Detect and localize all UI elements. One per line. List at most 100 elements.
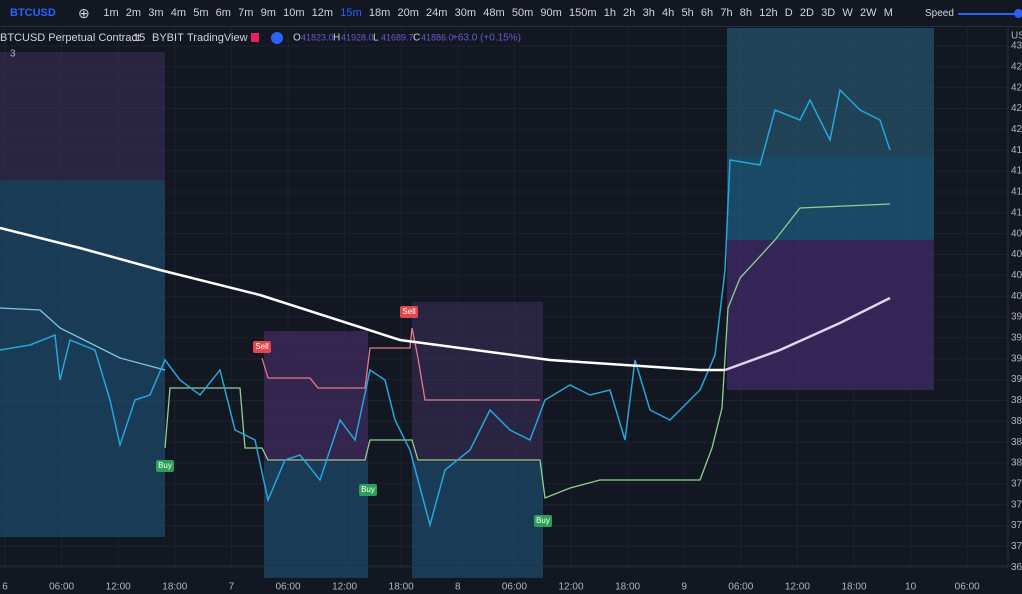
interval-button[interactable]: 24m bbox=[426, 7, 448, 19]
replay-button[interactable] bbox=[271, 32, 283, 44]
interval-button[interactable]: 18m bbox=[368, 7, 391, 19]
interval-button[interactable]: 10m bbox=[283, 7, 305, 19]
price-label: 415 bbox=[1011, 166, 1022, 177]
price-label: 400 bbox=[1011, 291, 1022, 302]
signal-label: Sell bbox=[255, 342, 269, 351]
interval-button[interactable]: 3D bbox=[821, 7, 836, 19]
interval-button[interactable]: 6h bbox=[700, 7, 714, 19]
price-label: 395 bbox=[1011, 333, 1022, 344]
interval-button[interactable]: 7m bbox=[238, 7, 254, 19]
time-label: 12:00 bbox=[106, 582, 131, 593]
indicator-count[interactable]: 3 bbox=[10, 49, 16, 60]
price-label: 370 bbox=[1011, 541, 1022, 552]
interval-button[interactable]: 2h bbox=[623, 7, 636, 19]
price-label: 402 bbox=[1011, 270, 1022, 281]
interval-button[interactable]: M bbox=[883, 7, 893, 19]
legend-exchange: BYBIT bbox=[152, 32, 184, 44]
price-label: 382 bbox=[1011, 437, 1022, 448]
speed-slider[interactable] bbox=[958, 13, 1018, 15]
legend-source: TradingView bbox=[187, 32, 248, 44]
support-line bbox=[164, 203, 891, 499]
moving-average bbox=[724, 296, 891, 372]
time-label: 7 bbox=[229, 582, 235, 593]
interval-button[interactable]: W bbox=[842, 7, 853, 19]
interval-button[interactable]: 5h bbox=[681, 7, 694, 19]
price-label: 407 bbox=[1011, 228, 1022, 239]
add-symbol[interactable]: ⊕ bbox=[78, 4, 90, 21]
price-label: 387 bbox=[1011, 395, 1022, 406]
interval-button[interactable]: D bbox=[784, 7, 793, 19]
interval-button[interactable]: 12m bbox=[311, 7, 334, 19]
legend-interval: 15 bbox=[133, 32, 145, 44]
support-line bbox=[0, 307, 166, 371]
flag[interactable] bbox=[251, 33, 259, 42]
interval-button[interactable]: 1h bbox=[603, 7, 616, 19]
time-label: 18:00 bbox=[615, 582, 640, 593]
ohlc-key: H bbox=[333, 33, 340, 44]
interval-button[interactable]: 2m bbox=[125, 7, 142, 19]
interval-button[interactable]: 3m bbox=[148, 7, 164, 19]
interval-button[interactable]: 2W bbox=[860, 7, 877, 19]
interval-button[interactable]: 5m bbox=[193, 7, 209, 19]
zone bbox=[412, 302, 543, 462]
price-label: 367 bbox=[1011, 562, 1022, 573]
ohlc-key: L bbox=[373, 33, 379, 44]
signal-badge bbox=[253, 341, 271, 353]
interval-button[interactable]: 150m bbox=[569, 7, 597, 19]
price-label: 420 bbox=[1011, 124, 1022, 135]
interval-button[interactable]: 20m bbox=[397, 7, 419, 19]
interval-button[interactable]: 48m bbox=[483, 7, 505, 19]
interval-button[interactable]: 4m bbox=[170, 7, 187, 19]
interval-button[interactable]: 30m bbox=[454, 7, 477, 19]
interval-button[interactable]: 15m bbox=[340, 7, 362, 19]
time-label: 06:00 bbox=[49, 582, 74, 593]
price-label: 422 bbox=[1011, 103, 1022, 114]
moving-average bbox=[0, 226, 725, 372]
toolbar: BTCUSD ⊕ 1m 2m 3m 4m 5m 6m 7m 9m 10m 12m 15m 18m 20m… bbox=[0, 0, 1022, 27]
interval-button[interactable]: 90m bbox=[540, 7, 562, 19]
currency: USD bbox=[1011, 31, 1022, 42]
zone bbox=[264, 462, 368, 578]
price-label: 410 bbox=[1011, 207, 1022, 218]
price-label: 427 bbox=[1011, 61, 1022, 72]
resistance-line bbox=[261, 327, 540, 401]
zone bbox=[727, 240, 934, 390]
speed-knob[interactable] bbox=[1014, 9, 1022, 18]
ohlc-key: C bbox=[413, 33, 420, 44]
interval-button[interactable]: 7h bbox=[720, 7, 733, 19]
price-line bbox=[0, 88, 891, 528]
price-label: 375 bbox=[1011, 499, 1022, 510]
interval-button[interactable]: 3h bbox=[642, 7, 655, 19]
zone bbox=[0, 52, 165, 180]
ohlc-value: 41928.0 bbox=[341, 32, 374, 42]
interval-button[interactable]: 4h bbox=[662, 7, 675, 19]
interval-button[interactable]: 1m bbox=[103, 7, 119, 19]
signal-label: Buy bbox=[158, 461, 172, 470]
time-label: 06:00 bbox=[502, 582, 527, 593]
zone bbox=[0, 180, 165, 537]
time-label: 6 bbox=[2, 582, 8, 593]
time-label: 12:00 bbox=[558, 582, 583, 593]
price-label: 392 bbox=[1011, 353, 1022, 364]
interval-button[interactable]: 2D bbox=[799, 7, 814, 19]
interval-button[interactable]: 50m bbox=[511, 7, 534, 19]
speed-label: Speed bbox=[925, 8, 954, 19]
ohlc-value: 41823.0 bbox=[301, 32, 334, 42]
signal-badge bbox=[400, 306, 418, 318]
signal-label: Buy bbox=[536, 516, 550, 525]
interval-button[interactable]: 9m bbox=[260, 7, 276, 19]
signal-label: Buy bbox=[361, 485, 375, 494]
zone bbox=[264, 331, 368, 462]
signal-badge bbox=[156, 460, 174, 472]
interval-button[interactable]: 8h bbox=[739, 7, 753, 19]
intervals: 1m 2m 3m 4m 5m 6m 7m 9m 10m 12m 15m 18m 20m 24m 30m 48m… bbox=[100, 7, 897, 19]
interval-button[interactable]: 6m bbox=[215, 7, 231, 19]
legend-change: +63.0 (+0.15%) bbox=[452, 33, 521, 44]
chart: USD BTCUSD Perpetual Contract 15 BYBIT T… bbox=[0, 28, 1022, 593]
signal-badge bbox=[359, 484, 377, 496]
symbol[interactable]: BTCUSD bbox=[10, 7, 56, 19]
zones bbox=[0, 28, 934, 578]
price-label: 372 bbox=[1011, 520, 1022, 531]
interval-button[interactable]: 12h bbox=[759, 7, 778, 19]
